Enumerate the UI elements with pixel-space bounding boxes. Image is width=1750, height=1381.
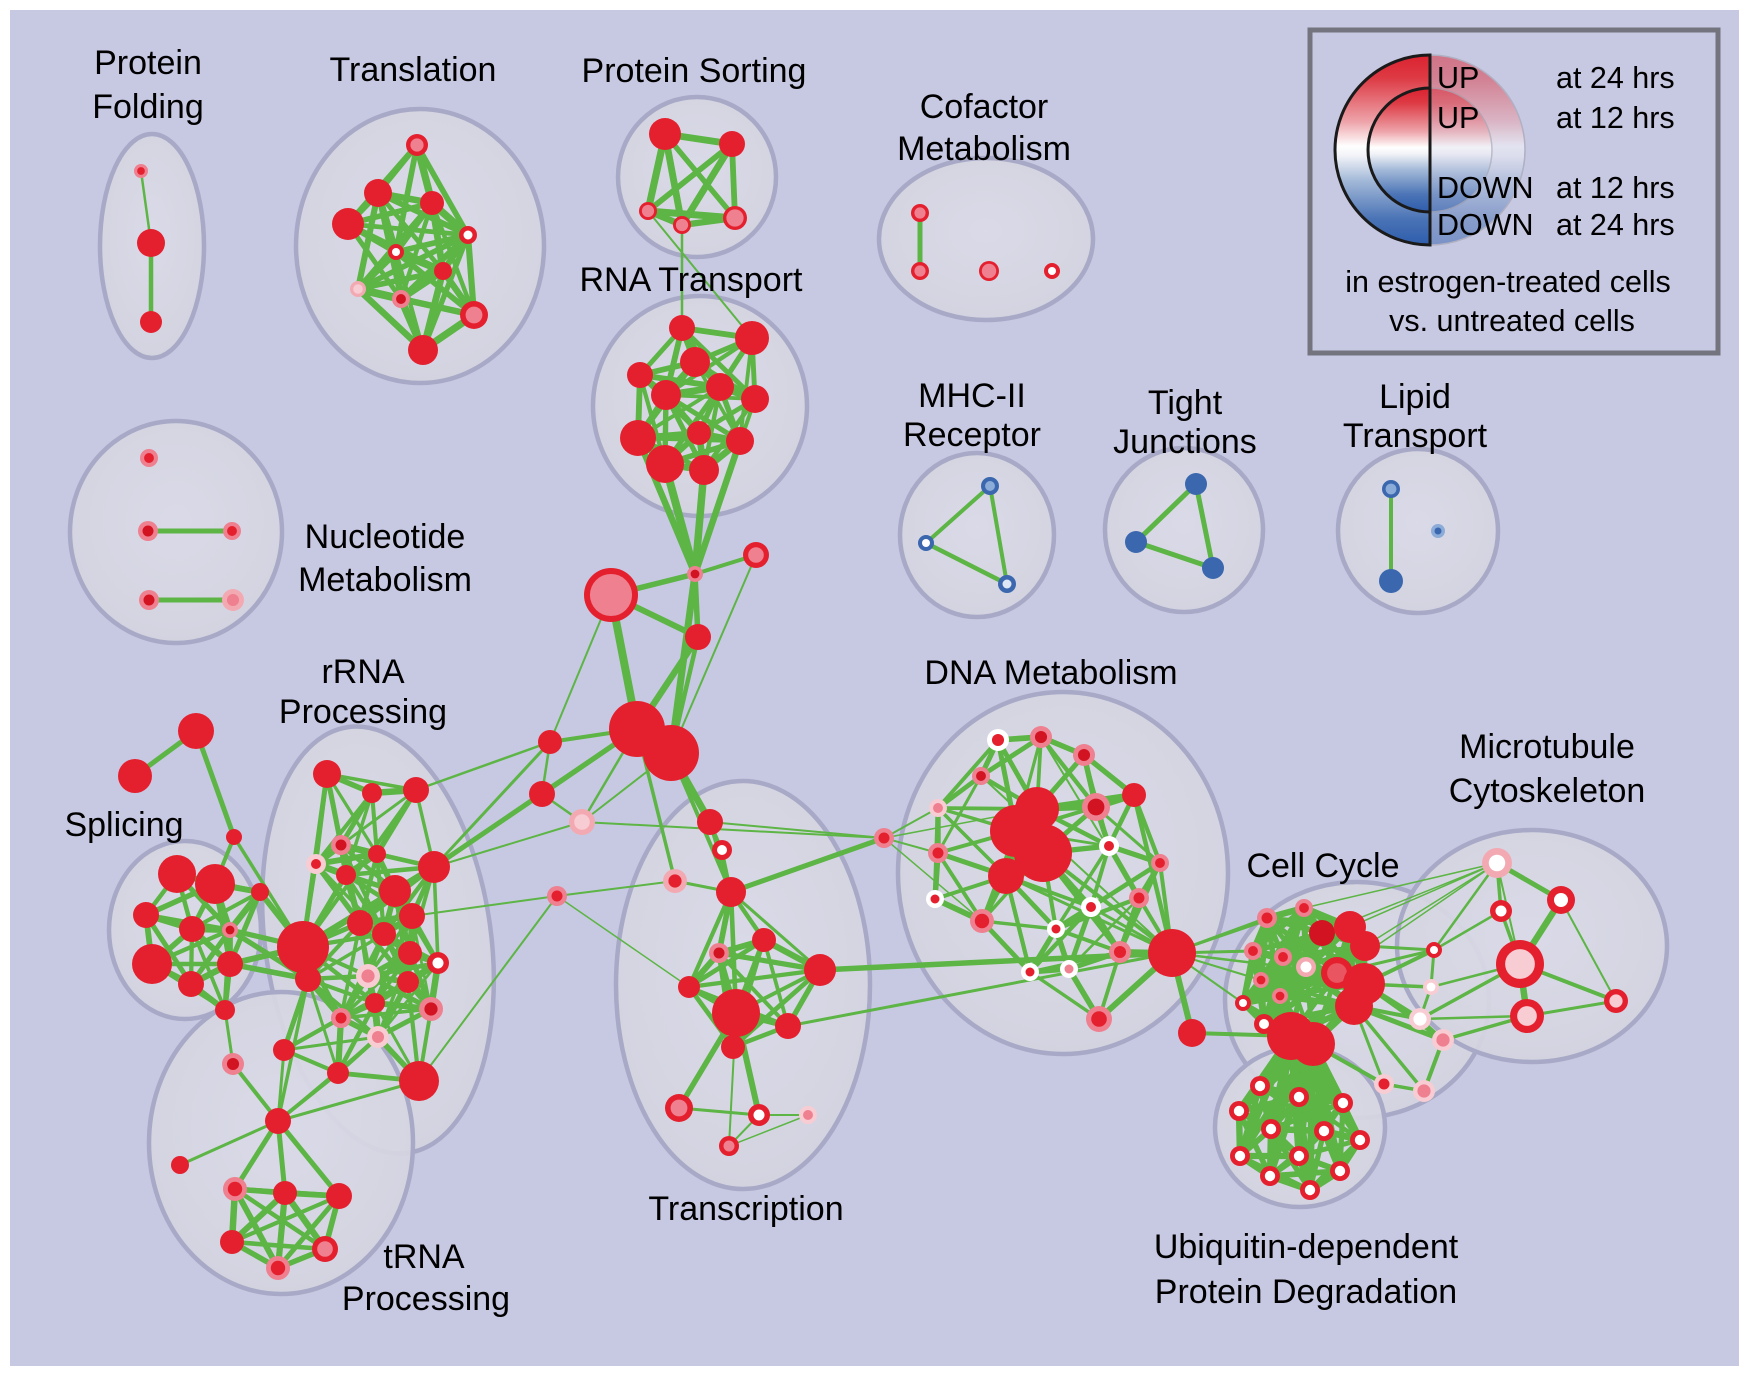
svg-text:Splicing: Splicing (64, 806, 183, 844)
svg-text:tRNA: tRNA (383, 1238, 465, 1276)
svg-text:DOWN: DOWN (1437, 208, 1534, 242)
svg-text:DOWN: DOWN (1437, 171, 1534, 205)
svg-text:at 24 hrs: at 24 hrs (1556, 61, 1675, 95)
svg-text:DNA Metabolism: DNA Metabolism (924, 654, 1177, 692)
svg-text:Protein: Protein (94, 44, 202, 82)
svg-text:Tight: Tight (1148, 384, 1223, 422)
svg-text:Lipid: Lipid (1379, 378, 1451, 416)
svg-text:Processing: Processing (279, 693, 447, 731)
svg-text:Microtubule: Microtubule (1459, 728, 1635, 766)
svg-text:Cell Cycle: Cell Cycle (1246, 847, 1399, 885)
svg-text:UP: UP (1437, 61, 1479, 95)
svg-text:Protein Sorting: Protein Sorting (582, 52, 807, 90)
svg-text:Translation: Translation (330, 51, 497, 89)
svg-text:Transport: Transport (1343, 417, 1488, 455)
svg-text:Cytoskeleton: Cytoskeleton (1449, 772, 1646, 810)
svg-text:Metabolism: Metabolism (298, 561, 472, 599)
svg-text:vs. untreated cells: vs. untreated cells (1389, 304, 1635, 338)
svg-text:at 12 hrs: at 12 hrs (1556, 171, 1675, 205)
svg-text:rRNA: rRNA (321, 653, 404, 691)
svg-text:RNA Transport: RNA Transport (580, 261, 804, 299)
svg-text:MHC-II: MHC-II (918, 377, 1026, 415)
svg-text:UP: UP (1437, 101, 1479, 135)
svg-text:Transcription: Transcription (648, 1190, 843, 1228)
svg-text:Cofactor: Cofactor (920, 88, 1049, 126)
svg-text:Junctions: Junctions (1113, 423, 1257, 461)
svg-text:in estrogen-treated cells: in estrogen-treated cells (1345, 265, 1671, 299)
svg-text:at 24 hrs: at 24 hrs (1556, 208, 1675, 242)
svg-text:Nucleotide: Nucleotide (305, 518, 466, 556)
svg-text:Receptor: Receptor (903, 416, 1041, 454)
svg-text:Processing: Processing (342, 1280, 510, 1318)
svg-text:Protein Degradation: Protein Degradation (1155, 1273, 1457, 1311)
svg-text:Metabolism: Metabolism (897, 130, 1071, 168)
svg-text:Folding: Folding (92, 88, 204, 126)
svg-text:at 12 hrs: at 12 hrs (1556, 101, 1675, 135)
svg-text:Ubiquitin-dependent: Ubiquitin-dependent (1154, 1228, 1459, 1266)
